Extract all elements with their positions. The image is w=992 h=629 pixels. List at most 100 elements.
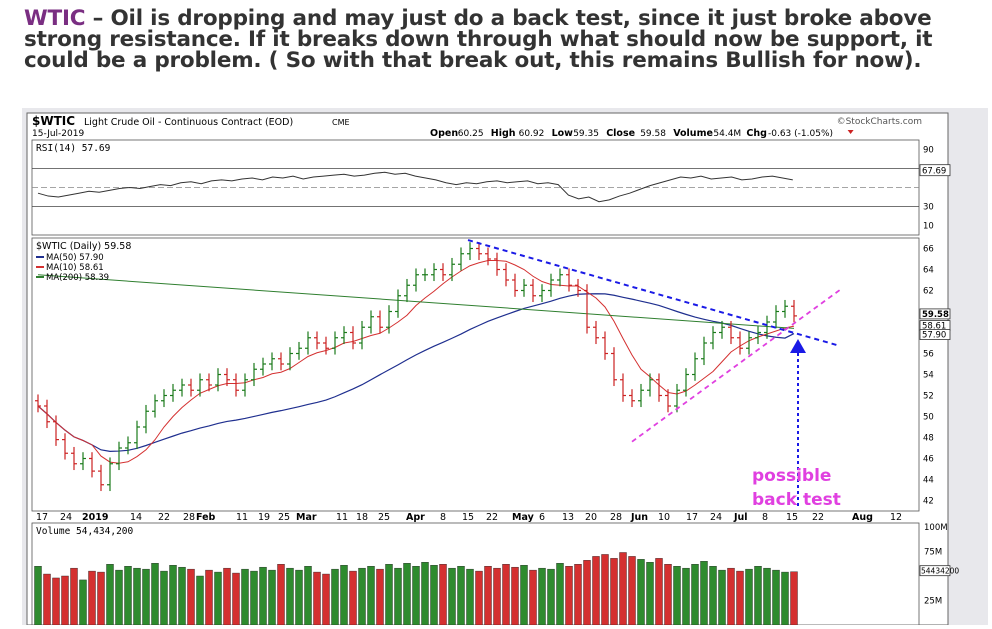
annotation-arrow-icon (790, 339, 806, 353)
x-tick-label-7: 11 (236, 512, 248, 523)
volume-bar (403, 563, 411, 626)
volume-bar (358, 567, 366, 626)
price-bar (80, 452, 86, 471)
volume-bar (268, 569, 276, 626)
ohlc-label-open: Open (430, 128, 458, 139)
price-tick-label-66: 66 (923, 245, 934, 255)
volume-bar (376, 568, 384, 626)
volume-last-value: 54434200 (921, 567, 959, 576)
price-bar (665, 389, 671, 413)
volume-bar (736, 570, 744, 626)
volume-bar (385, 564, 393, 626)
volume-bar (538, 567, 546, 626)
price-bar (143, 404, 149, 434)
support-trendline (631, 287, 843, 443)
chart-date: 15-Jul-2019 (32, 129, 84, 139)
price-bar (404, 278, 410, 303)
ohlc-label-low: Low (552, 128, 574, 139)
price-bar (440, 263, 446, 282)
price-bar (98, 464, 104, 492)
price-bar (494, 252, 500, 276)
volume-bar (241, 568, 249, 626)
volume-bar (718, 569, 726, 626)
price-tick-label-64: 64 (923, 266, 934, 276)
price-bar (656, 373, 662, 402)
volume-bar (781, 571, 789, 626)
volume-bar (682, 567, 690, 626)
volume-tick-label-2: 25M (924, 597, 942, 607)
x-tick-label-5: 28 (183, 512, 195, 523)
price-last-value-1: 58.61 (922, 322, 946, 332)
volume-bar (772, 569, 780, 626)
price-bar (431, 263, 437, 282)
x-tick-label-0: 17 (36, 512, 48, 523)
price-bar (215, 368, 221, 392)
chart-exchange: CME (332, 118, 350, 127)
price-tick-label-46: 46 (923, 455, 934, 465)
volume-bar (466, 568, 474, 626)
volume-bar (61, 575, 69, 626)
x-tick-label-13: 25 (378, 512, 390, 523)
volume-bar (142, 568, 150, 626)
legend-label-2: MA(10) 58.61 (46, 263, 104, 273)
price-bar (341, 326, 347, 345)
price-bar (350, 326, 356, 350)
x-tick-label-3: 14 (130, 512, 142, 523)
price-tick-label-52: 52 (923, 392, 934, 402)
price-bar (530, 278, 536, 303)
volume-bar (520, 565, 528, 626)
rsi-last-value-box (919, 164, 951, 177)
volume-bar (223, 567, 231, 626)
article-text: – Oil is dropping and may just do a back… (24, 6, 933, 73)
price-bar (737, 331, 743, 355)
x-tick-label-4: 22 (158, 512, 170, 523)
price-bar (116, 441, 122, 471)
down-arrow-icon (847, 130, 854, 134)
price-tick-label-48: 48 (923, 434, 934, 444)
volume-bar (340, 565, 348, 626)
x-tick-label-23: Jun (630, 512, 648, 523)
price-bar (674, 383, 680, 413)
volume-bar (160, 570, 168, 626)
ohlc-value-close: 59.58 (640, 129, 666, 139)
volume-bar (322, 573, 330, 626)
price-bar (287, 347, 293, 371)
price-bar (773, 305, 779, 329)
volume-last-value-box (919, 565, 951, 577)
price-bar (575, 278, 581, 297)
price-bar (107, 457, 113, 492)
volume-bar (691, 564, 699, 626)
price-bar (755, 326, 761, 345)
price-bar (125, 436, 131, 455)
x-tick-label-30: 22 (812, 512, 824, 523)
x-tick-label-12: 18 (356, 512, 368, 523)
ohlc-value-low: 59.35 (573, 129, 599, 139)
price-bar (638, 383, 644, 408)
x-tick-label-17: 22 (486, 512, 498, 523)
ohlc-line: Open 60.25 High 60.92 Low 59.35 Close 59.58 Volu… (430, 128, 854, 139)
volume-bar (349, 570, 357, 626)
volume-bar (421, 562, 429, 626)
volume-bar (448, 567, 456, 626)
chart-svg: $WTIC Light Crude Oil - Continuous Contr… (22, 108, 988, 626)
price-bar (134, 420, 140, 450)
volume-bar (511, 566, 519, 626)
x-tick-label-29: 15 (786, 512, 798, 523)
volume-bar (97, 571, 105, 626)
rsi-tick-label-10: 10 (923, 222, 934, 232)
x-tick-label-19: 6 (539, 512, 545, 523)
price-bar (746, 331, 752, 355)
price-bar (206, 373, 212, 392)
price-tick-label-54: 54 (923, 371, 934, 381)
price-bar (62, 433, 68, 460)
price-bar (782, 299, 788, 318)
x-tick-label-22: 28 (610, 512, 622, 523)
price-tick-label-56: 56 (923, 350, 934, 360)
volume-panel: Volume 54,434,200 100M 75M 25M 54434200 (31, 522, 959, 626)
volume-bar (34, 566, 42, 626)
price-bar (629, 389, 635, 408)
volume-bar (196, 575, 204, 626)
ohlc-label-close: Close (606, 128, 635, 139)
volume-bar (115, 569, 123, 626)
